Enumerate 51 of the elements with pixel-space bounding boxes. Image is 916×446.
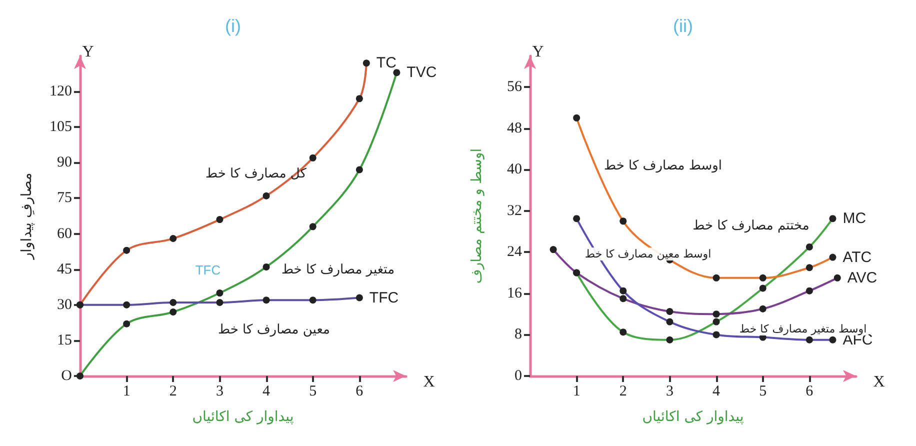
y-tick-label: 16 xyxy=(507,285,522,302)
y-tick-label: 15 xyxy=(57,332,72,348)
y-tick-label: 40 xyxy=(507,162,522,178)
x-tick-label: 2 xyxy=(619,384,627,400)
series-label: ATC xyxy=(842,248,872,266)
y-tick-label: 48 xyxy=(507,120,522,136)
x-tick-label: 2 xyxy=(169,384,177,400)
series-label: TVC xyxy=(406,64,437,82)
annotation: مختتم مصارف کا خط xyxy=(692,218,810,234)
annotation: معین مصارف کا خط xyxy=(218,322,330,338)
series-label: TFC xyxy=(369,289,399,306)
x-tick-label: 1 xyxy=(572,384,580,400)
y-axis-title: مصارفِ پیداوار xyxy=(19,172,35,260)
series-label: MC xyxy=(842,210,866,228)
chart-title: (ii) xyxy=(673,16,693,36)
y-tick-label: 105 xyxy=(50,119,72,136)
y-tick-label: 75 xyxy=(57,190,72,206)
x-tick-label: 5 xyxy=(309,384,317,400)
y-tick-label: 90 xyxy=(57,154,72,171)
y-tick-label: O xyxy=(61,368,72,384)
x-axis-title: پیداوار کی اکائیاں xyxy=(192,409,294,425)
x-tick-label: 6 xyxy=(356,384,364,400)
chart-title: (i) xyxy=(225,16,241,36)
y-tick-label: 0 xyxy=(514,368,522,384)
x-tick-label: 3 xyxy=(216,384,224,400)
x-axis-title: پیداوار کی اکائیاں xyxy=(642,409,744,425)
annotation: اوسط معین مصارف کا خط xyxy=(584,248,712,260)
x-tick-label: 6 xyxy=(806,384,814,400)
x-tick-label: 4 xyxy=(262,384,271,400)
series-label: AVC xyxy=(847,269,878,286)
y-tick-label: 120 xyxy=(50,84,72,100)
y-axis-title: اوسط و مختتم مصارف xyxy=(469,148,485,284)
y-tick-label: 30 xyxy=(57,296,72,313)
x-tick-label: 3 xyxy=(666,384,674,400)
x-tick-label: 5 xyxy=(759,384,767,400)
x-tick-label: 4 xyxy=(712,384,721,400)
annotation: TFC xyxy=(195,262,221,278)
y-tick-label: 32 xyxy=(507,202,522,219)
annotation: اوسط مصارف کا خط xyxy=(604,158,722,174)
y-tick-label: 60 xyxy=(57,226,72,242)
annotation: متغیر مصارف کا خط xyxy=(281,262,395,278)
series-label: TC xyxy=(376,54,397,72)
y-tick-label: 24 xyxy=(507,244,522,260)
annotation: Y xyxy=(532,44,544,60)
text: X xyxy=(423,374,436,390)
y-tick-label: 8 xyxy=(514,326,522,343)
x-tick-label: 1 xyxy=(122,384,130,400)
annotation: Y xyxy=(82,44,94,60)
text: X xyxy=(873,374,886,390)
y-tick-label: 56 xyxy=(507,78,522,95)
y-tick-label: 45 xyxy=(57,261,72,278)
